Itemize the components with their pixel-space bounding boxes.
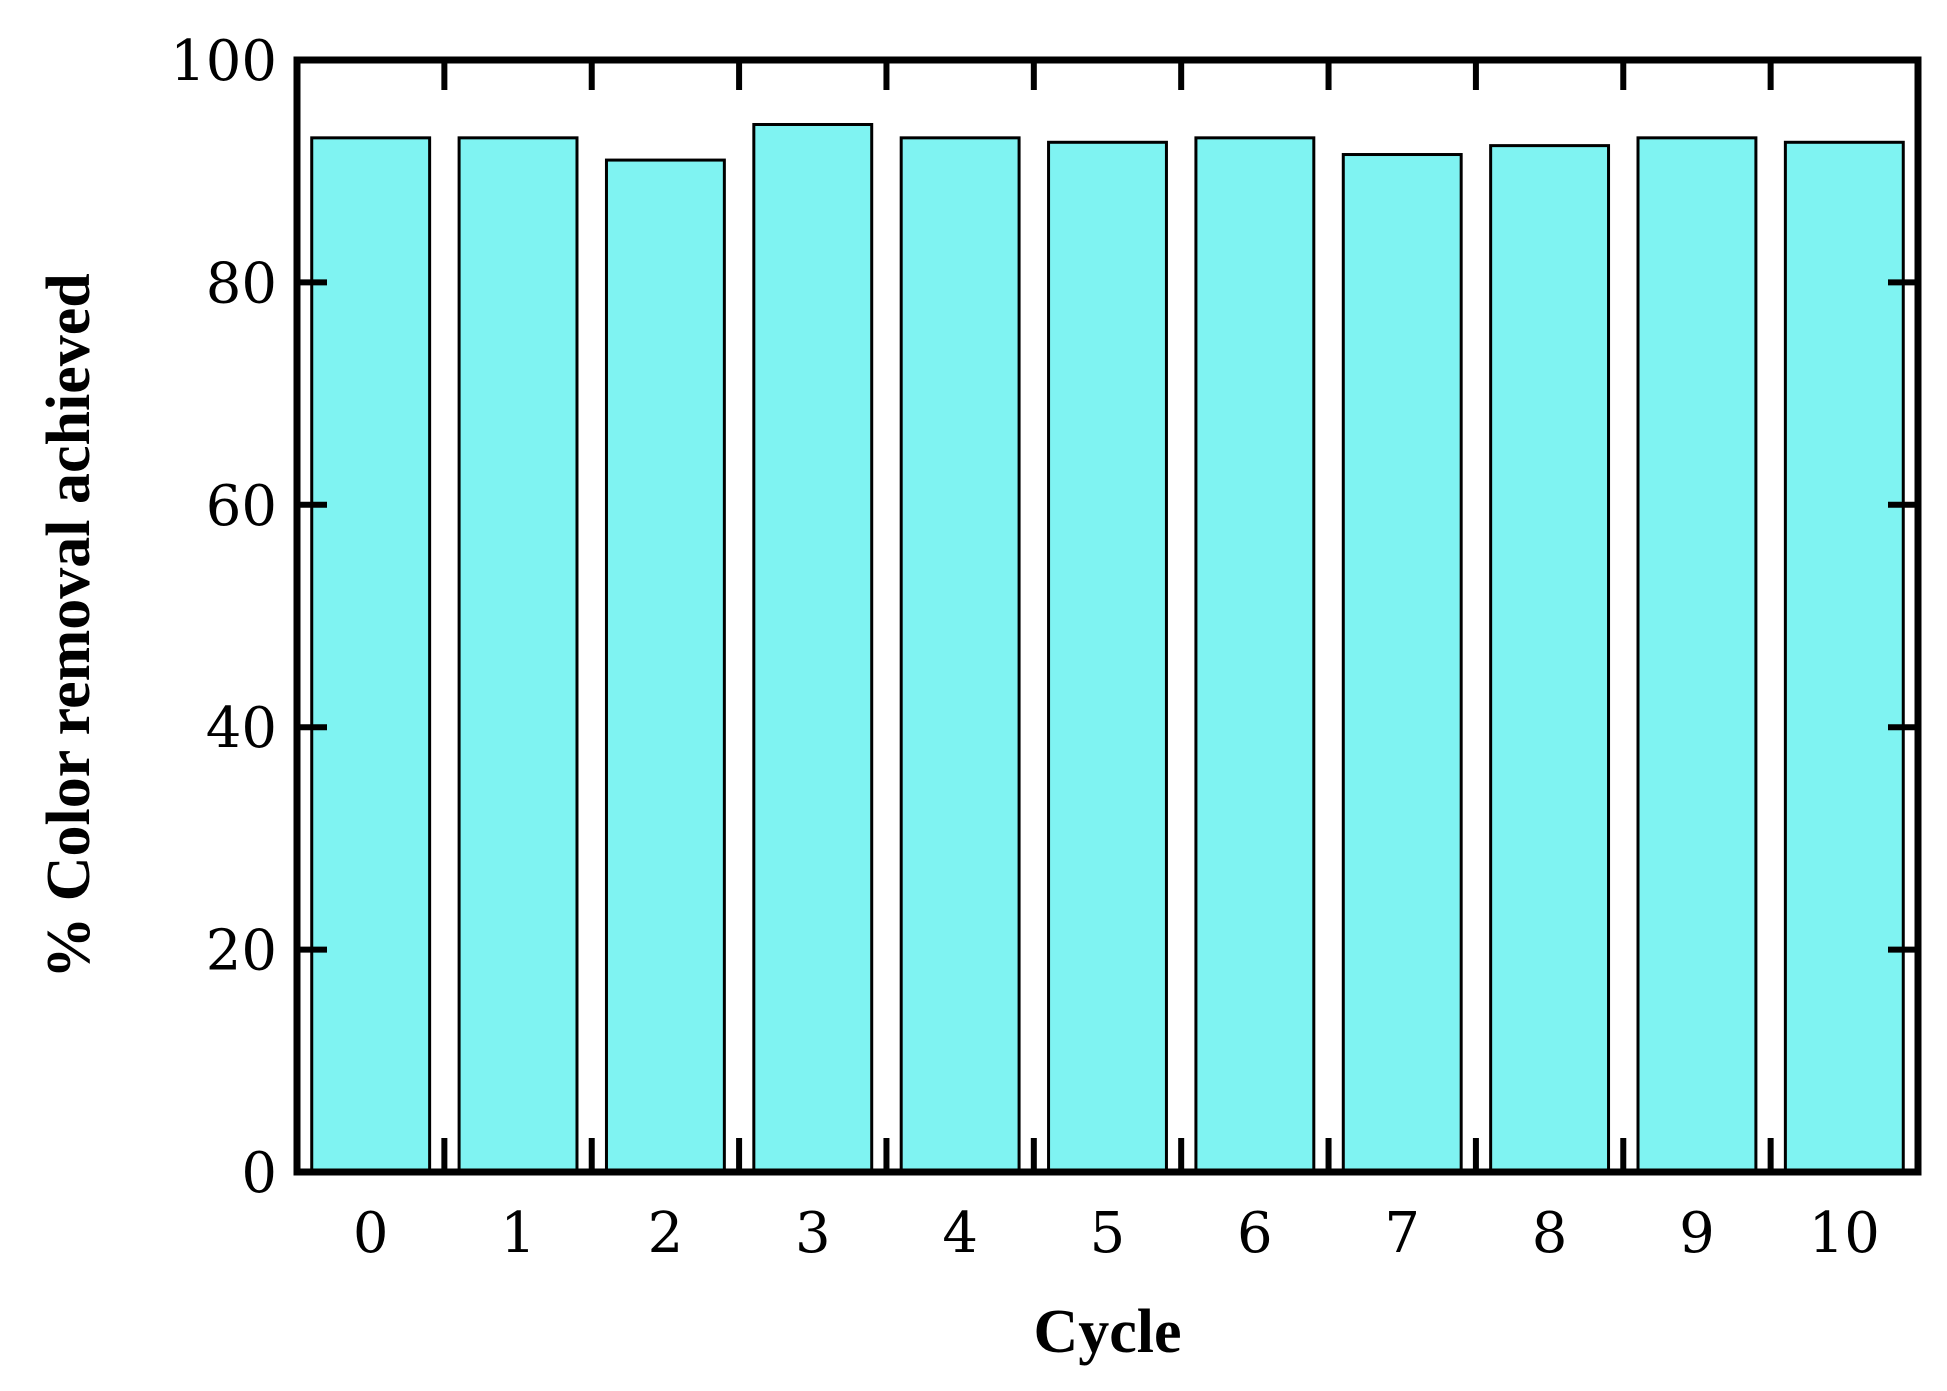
x-tick-label: 6 — [1237, 1201, 1273, 1266]
bar-cycle-5 — [1047, 140, 1168, 1174]
bar-cycle-7 — [1341, 153, 1463, 1174]
x-tick-label: 4 — [942, 1201, 978, 1266]
x-tick-label: 10 — [1809, 1201, 1880, 1266]
bar-cycle-1 — [457, 136, 579, 1174]
x-tick-label: 3 — [795, 1201, 831, 1266]
x-tick-label: 1 — [500, 1201, 536, 1266]
y-tick-labels: 0 20 40 60 80 100 — [170, 29, 277, 1206]
y-axis-title: % Color removal achieved — [35, 273, 103, 978]
x-axis-title: Cycle — [1033, 1298, 1181, 1366]
x-ticks-group — [441, 60, 1774, 1172]
x-tick-label: 5 — [1090, 1201, 1126, 1266]
bar-cycle-9 — [1636, 136, 1758, 1174]
x-tick-label: 7 — [1384, 1201, 1420, 1266]
x-tick-labels: 0 1 2 3 4 5 6 7 8 9 10 — [353, 1201, 1880, 1266]
y-tick-label: 80 — [206, 251, 277, 316]
x-tick-label: 9 — [1679, 1201, 1715, 1266]
y-tick-label: 40 — [206, 696, 277, 761]
bar-cycle-2 — [604, 158, 726, 1174]
y-tick-label: 0 — [241, 1141, 277, 1206]
bar-cycle-3 — [752, 122, 874, 1174]
x-tick-label: 0 — [353, 1201, 389, 1266]
y-tick-label: 60 — [206, 474, 277, 539]
bar-cycle-0 — [310, 136, 432, 1174]
y-tick-label: 100 — [170, 29, 277, 94]
x-tick-label: 2 — [648, 1201, 684, 1266]
x-tick-label: 8 — [1532, 1201, 1568, 1266]
bar-cycle-6 — [1194, 136, 1316, 1174]
bars-group — [310, 122, 1905, 1174]
plot-frame — [293, 56, 1922, 1176]
y-ticks-group — [297, 279, 1918, 953]
bar-cycle-4 — [899, 136, 1021, 1174]
bar-cycle-8 — [1489, 144, 1611, 1174]
y-tick-label: 20 — [206, 919, 277, 984]
bar-cycle-10 — [1783, 140, 1905, 1174]
